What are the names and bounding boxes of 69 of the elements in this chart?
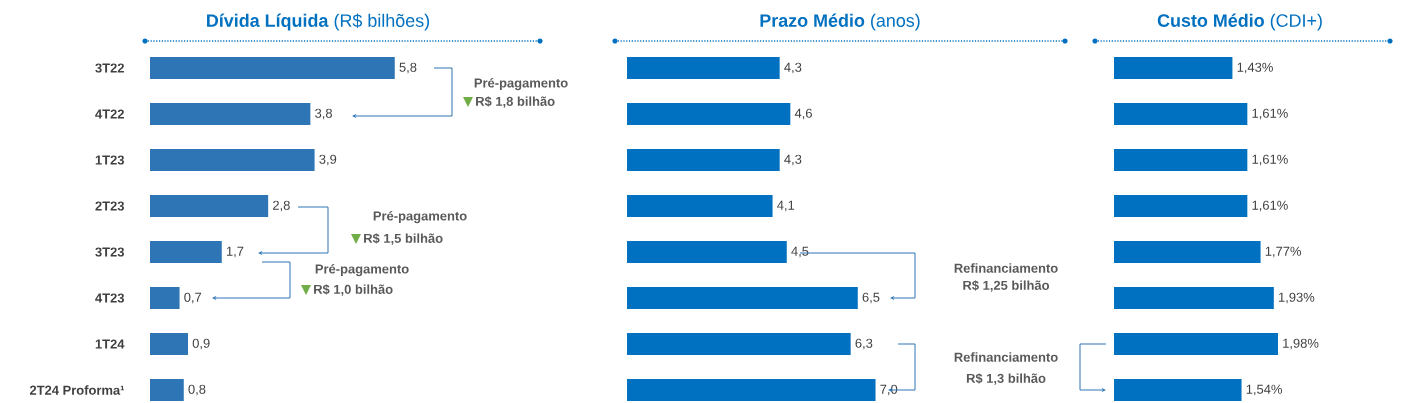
bar — [150, 195, 269, 218]
bar — [627, 379, 876, 401]
bar — [1114, 57, 1233, 80]
data-label: 2,8 — [273, 200, 290, 212]
y-tick-label: 3T22 — [95, 63, 124, 73]
bar — [627, 57, 780, 80]
chart-title: Dívida Líquida (R$ bilhões) — [207, 13, 430, 31]
annotation: R$ 1,5 bilhão — [364, 233, 443, 245]
data-label: 4,1 — [777, 200, 795, 212]
bar — [150, 103, 311, 126]
data-label: 4,3 — [784, 154, 802, 166]
data-label: 7,0 — [880, 384, 898, 396]
text: R$ 1,8 bilhão — [476, 96, 555, 108]
data-label: 3,8 — [315, 108, 333, 120]
bar — [150, 379, 184, 401]
y-tick-label: 2T23 — [95, 201, 125, 211]
data-label: 0,9 — [192, 338, 210, 350]
bar — [627, 333, 851, 355]
text: Refinanciamento — [954, 352, 1058, 362]
data-label: 1,77% — [1265, 246, 1302, 258]
bar — [1114, 195, 1248, 218]
bar — [150, 241, 222, 263]
bar — [627, 149, 780, 172]
data-label: 5,8 — [399, 62, 417, 74]
data-label: 1,61% — [1252, 154, 1288, 166]
data-label: 4,6 — [794, 108, 812, 120]
y-tick-label: 4T22 — [95, 109, 124, 119]
bar — [627, 195, 773, 218]
text: R$ 1,3 bilhão — [966, 373, 1046, 385]
data-label: 4,5 — [791, 246, 809, 258]
bar — [1114, 287, 1274, 309]
text: R$ 1,25 bilhão — [963, 280, 1050, 292]
bar — [150, 57, 395, 80]
data-label: 1,61% — [1252, 108, 1288, 120]
data-label: 6,5 — [862, 292, 880, 304]
data-label: 4,3 — [784, 62, 802, 74]
y-tick-label: 1T23 — [95, 155, 125, 165]
data-label: 3,9 — [319, 154, 337, 166]
annotation: R$ 1,0 bilhão — [314, 284, 393, 296]
y-tick-label: 1T24 — [95, 339, 125, 349]
bar — [1114, 333, 1278, 355]
data-label: 0,7 — [184, 292, 202, 304]
annotation: Pré-pagamento — [315, 263, 409, 277]
data-label: 1,7 — [226, 246, 244, 258]
bar — [1114, 103, 1248, 126]
bar — [627, 241, 787, 263]
y-tick-label: 3T23 — [95, 247, 125, 257]
data-label: 1,98% — [1283, 338, 1319, 350]
bar — [150, 333, 188, 355]
text: Pré-pagamento — [474, 77, 568, 91]
bar — [1114, 149, 1248, 172]
text: Refinanciamento — [954, 263, 1058, 273]
y-tick-label: 4T23 — [95, 293, 125, 303]
data-label: 1,93% — [1279, 292, 1315, 304]
annotation: Pré-pagamento — [373, 210, 467, 224]
data-label: 0,8 — [188, 384, 206, 396]
chart-title: Prazo Médio (anos) — [760, 13, 920, 31]
bar — [150, 149, 315, 172]
bar — [1114, 241, 1261, 263]
data-label: 1,43% — [1237, 62, 1273, 74]
bar — [1114, 379, 1242, 401]
data-label: 6,3 — [855, 338, 873, 350]
y-tick-label: 2T24 Proforma¹ — [29, 385, 125, 395]
data-label: 1,61% — [1252, 200, 1288, 212]
chart-title: Custo Médio (CDI+) — [1157, 13, 1322, 31]
bar — [627, 103, 791, 126]
bar — [150, 287, 180, 309]
bar — [627, 287, 858, 309]
data-label: 1,54% — [1246, 384, 1282, 396]
